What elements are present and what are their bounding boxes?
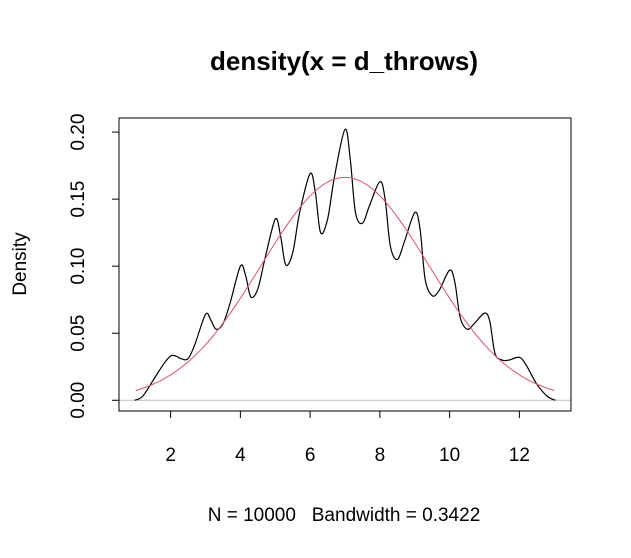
y-tick-label: 0.15 [68, 181, 89, 218]
density-line [134, 128, 556, 401]
y-tick-label: 0.05 [68, 315, 89, 352]
x-axis-label: N = 10000 Bandwidth = 0.3422 [208, 505, 481, 526]
y-axis-label: Density [10, 232, 31, 296]
x-tick-label: 10 [439, 445, 460, 466]
normal-curve-line [135, 176, 555, 391]
x-tick-label: 4 [235, 445, 246, 466]
x-tick-label: 12 [509, 445, 530, 466]
chart-title: density(x = d_throws) [210, 46, 478, 76]
y-tick-label: 0.00 [68, 382, 89, 419]
plot-area [119, 128, 571, 401]
y-tick-label: 0.10 [68, 248, 89, 285]
x-axis: 2 4 6 8 10 12 [165, 410, 530, 466]
x-tick-label: 2 [165, 445, 176, 466]
plot-frame [118, 117, 572, 412]
x-tick-label: 8 [375, 445, 386, 466]
y-axis: 0.00 0.05 0.10 0.15 0.20 [68, 114, 120, 419]
x-tick-label: 6 [305, 445, 316, 466]
y-tick-label: 0.20 [68, 114, 89, 151]
